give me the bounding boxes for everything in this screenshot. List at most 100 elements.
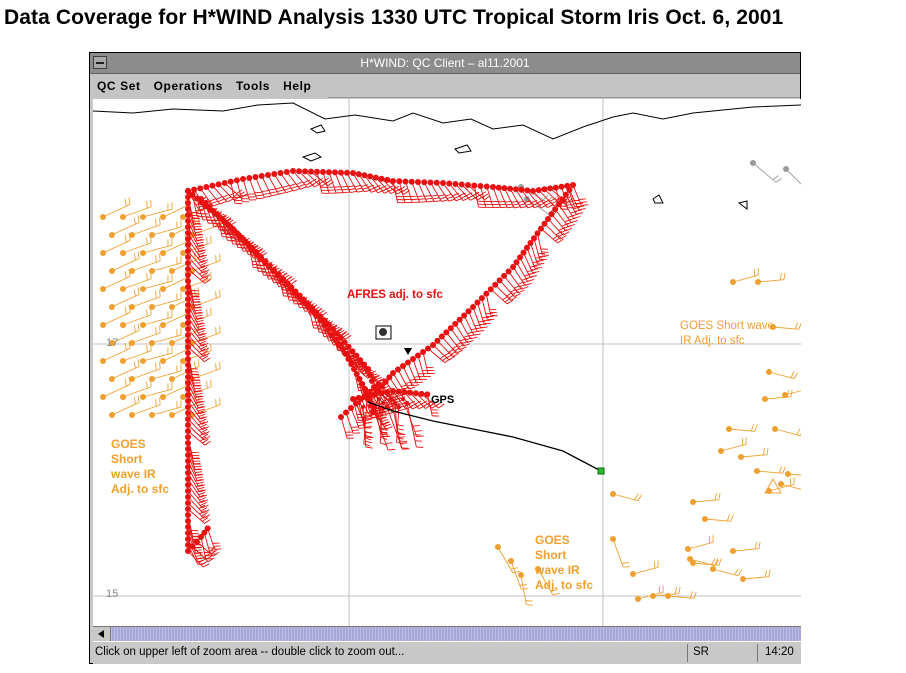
afres-wind-barb	[338, 414, 354, 438]
status-separator	[757, 644, 758, 662]
afres-wind-barb	[222, 180, 247, 198]
gps-triangle-icon	[404, 348, 412, 355]
coastline-island-2	[303, 153, 321, 161]
goes-wind-barb	[702, 514, 733, 522]
goes-wind-barb	[610, 491, 642, 501]
afres-wind-barb	[343, 410, 360, 434]
goes-wind-barb	[690, 558, 721, 566]
annotation-afres: AFRES adj. to sfc	[347, 288, 443, 303]
goes-wind-barb	[129, 218, 160, 238]
goes-wind-barb	[149, 364, 181, 382]
goes-wind-barb	[630, 560, 658, 577]
goes-wind-barb	[766, 369, 798, 379]
coastline-island-4	[653, 195, 663, 203]
goes-wind-barb	[120, 200, 151, 220]
menu-help[interactable]: Help	[283, 79, 311, 93]
scroll-left-icon[interactable]	[93, 627, 111, 641]
annotation-gps: GPS	[431, 393, 454, 408]
goes-wind-barb	[149, 328, 181, 346]
goes-wind-barb	[754, 466, 785, 474]
goes-wind-barb	[120, 236, 151, 256]
menu-tools[interactable]: Tools	[236, 79, 270, 93]
page-title: Data Coverage for H*WIND Analysis 1330 U…	[4, 6, 904, 30]
afres-wind-barb	[443, 329, 466, 349]
afres-wind-barb	[549, 211, 572, 231]
status-time: 14:20	[765, 646, 794, 658]
coastline-north	[93, 103, 801, 139]
qc-client-window: H*WIND: QC Client – al11.2001 QC Set Ope…	[89, 52, 801, 664]
goes-wind-barb	[140, 310, 172, 328]
goes-wind-barb	[120, 344, 151, 364]
goes-wind-barb	[665, 591, 696, 599]
afres-wind-barb	[538, 226, 563, 243]
goes-wind-barb	[785, 469, 801, 477]
goes-wind-barb	[149, 220, 181, 238]
goes-wind-barb	[740, 570, 770, 582]
goes-wind-barb	[772, 426, 801, 436]
map-svg[interactable]	[93, 99, 801, 626]
goes-wind-barb	[129, 326, 160, 346]
coastline-island-1	[311, 125, 325, 133]
menubar: QC Set Operations Tools Help	[90, 74, 328, 98]
goes-wind-barb	[129, 362, 160, 382]
horizontal-scrollbar[interactable]	[93, 626, 801, 641]
gps-track-line	[368, 402, 601, 471]
goes-wind-barb	[140, 346, 172, 364]
goes-wind-barb	[149, 256, 181, 274]
goes-wind-barb	[140, 382, 172, 400]
goes-wind-barb	[690, 493, 720, 505]
goes-wind-barb	[120, 380, 151, 400]
goes-wind-barb	[730, 542, 760, 554]
status-message: Click on upper left of zoom area -- doub…	[95, 646, 404, 658]
map-canvas[interactable]: 17 15 AFRES adj. to sfc GPS GOES Short w…	[93, 99, 801, 673]
afres-wind-barb	[452, 321, 473, 343]
goes-wind-barb	[770, 322, 801, 330]
goes-wind-barb	[635, 585, 663, 602]
goes-wind-barb	[140, 238, 172, 256]
annotation-goes-center: GOES Short wave IR Adj. to sfc	[535, 533, 593, 593]
coastline-island-5	[739, 201, 747, 209]
goes-wind-barb	[120, 308, 151, 328]
afres-wind-barb	[448, 325, 470, 346]
goes-wind-barb	[508, 558, 528, 589]
goes-wind-barb	[129, 290, 160, 310]
gps-end-marker	[598, 468, 604, 474]
goes-wind-barb	[495, 544, 520, 573]
afres-wind-barb	[545, 216, 569, 235]
storm-center-dot[interactable]	[379, 328, 387, 336]
scrollbar-trough[interactable]	[111, 627, 801, 641]
goes-wind-barb	[755, 273, 785, 285]
goes-wind-barb	[149, 400, 181, 418]
goes-wind-barb	[685, 535, 713, 552]
afres-wind-barb	[488, 286, 513, 304]
goes-wind-barb	[610, 536, 630, 567]
goes-wind-barb	[710, 566, 742, 576]
menubar-filler	[328, 74, 800, 98]
goes-wind-barb	[129, 254, 160, 274]
coastline	[93, 103, 801, 209]
goes-wind-barb	[140, 274, 172, 292]
afres-wind-barb	[205, 525, 222, 549]
lat-label-15: 15	[106, 588, 118, 600]
afres-wind-barb	[209, 183, 233, 202]
goes-wind-barb	[738, 448, 768, 460]
gray-wind-barb	[783, 166, 801, 190]
goes-wind-barb	[650, 587, 680, 599]
goes-wind-barb	[726, 424, 757, 432]
menu-operations[interactable]: Operations	[154, 79, 223, 93]
window-titlebar[interactable]: H*WIND: QC Client – al11.2001	[90, 53, 800, 74]
status-bar: Click on upper left of zoom area -- doub…	[93, 642, 801, 664]
goes-wind-barb	[762, 390, 792, 402]
menu-qc-set[interactable]: QC Set	[97, 79, 141, 93]
goes-wind-barb	[718, 437, 746, 454]
lat-label-17: 17	[106, 337, 118, 349]
goes-wind-barb	[140, 202, 172, 220]
afres-wind-barb	[542, 221, 567, 239]
coastline-island-3	[455, 145, 471, 153]
goes-wind-barb	[120, 272, 151, 292]
annotation-goes-right: GOES Short wave IR Adj. to sfc	[680, 319, 774, 349]
status-mode: SR	[693, 646, 709, 658]
goes-wind-barb	[149, 292, 181, 310]
goes-wind-barb	[129, 398, 160, 418]
window-title: H*WIND: QC Client – al11.2001	[90, 56, 800, 70]
